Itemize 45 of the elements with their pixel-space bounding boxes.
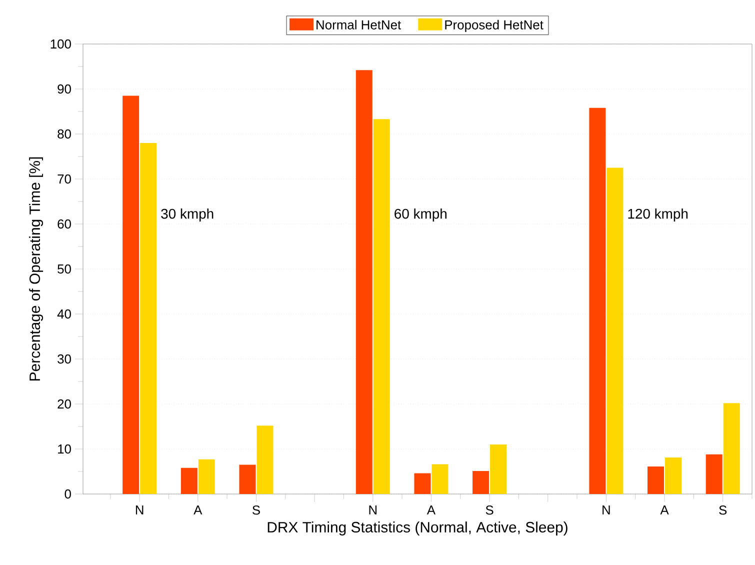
bar xyxy=(589,108,606,494)
x-tick-label: A xyxy=(660,506,669,514)
x-tick-label: N xyxy=(369,506,377,514)
y-tick-label: 60 xyxy=(58,219,71,229)
legend-label: Normal HetNet xyxy=(316,20,402,30)
x-tick-label: S xyxy=(252,506,260,515)
y-tick-label: 90 xyxy=(58,84,71,94)
bar xyxy=(198,459,215,494)
y-tick-label: 80 xyxy=(58,129,71,139)
bar xyxy=(373,119,390,494)
bar xyxy=(490,444,507,494)
y-tick-label: 70 xyxy=(58,174,71,184)
bar xyxy=(432,464,448,494)
x-tick-label: S xyxy=(719,506,727,515)
bar xyxy=(665,458,682,494)
x-tick-label: A xyxy=(194,506,202,514)
bar xyxy=(414,473,431,494)
annotation: 60 kmph xyxy=(394,208,446,222)
x-tick-label: N xyxy=(602,506,610,514)
bar xyxy=(706,454,722,494)
bar xyxy=(606,168,624,494)
y-axis-title: Percentage of Operating Time [%] xyxy=(29,157,44,380)
x-tick-label: A xyxy=(426,506,436,514)
y-tick-label: 20 xyxy=(58,399,71,409)
y-tick-label: 30 xyxy=(58,354,71,364)
bar xyxy=(122,96,140,494)
bar xyxy=(723,403,740,494)
bar xyxy=(180,468,198,494)
annotation: 120 kmph xyxy=(628,208,688,222)
x-axis-title: DRX Timing Statistics (Normal, Active, Sleep) xyxy=(268,522,568,536)
x-tick-label: S xyxy=(486,506,494,515)
legend-label: Proposed HetNet xyxy=(445,20,544,32)
bar xyxy=(239,464,256,494)
annotation: 30 kmph xyxy=(161,208,214,222)
bar xyxy=(472,471,490,494)
y-tick-label: 100 xyxy=(50,39,71,49)
y-tick-label: 0 xyxy=(64,489,71,499)
y-tick-label: 40 xyxy=(57,309,71,319)
y-tick-label: 10 xyxy=(58,444,71,454)
bar xyxy=(140,142,157,494)
bar xyxy=(356,70,372,494)
x-tick-label: N xyxy=(136,506,144,514)
y-tick-label: 50 xyxy=(58,264,71,274)
bar xyxy=(648,466,664,494)
bar xyxy=(256,426,274,494)
